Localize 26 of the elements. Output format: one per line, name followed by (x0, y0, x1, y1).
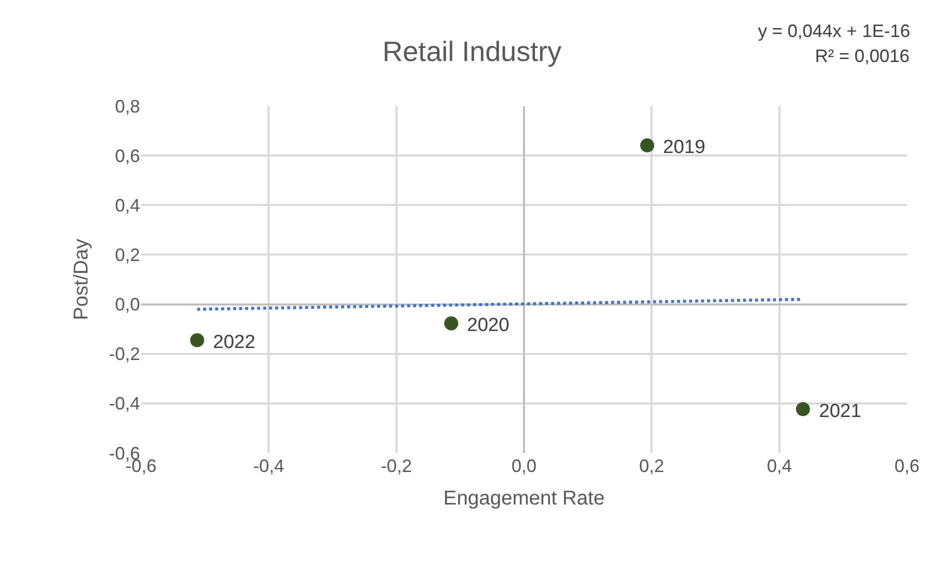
x-tick-label: 0,6 (894, 456, 920, 476)
point (796, 402, 810, 416)
point (190, 333, 204, 348)
y-tick-label: -0,2 (108, 344, 140, 364)
annotation: 2021 (819, 401, 862, 422)
y-tick-label: 0,4 (114, 195, 140, 216)
annotation: 2020 (467, 315, 510, 336)
annotation: 2019 (663, 137, 706, 158)
point (640, 138, 654, 152)
x-tick-label: 0,2 (639, 456, 664, 476)
y-axis-title: Post/Day (70, 238, 92, 320)
x-tick-label: -0,4 (253, 456, 284, 476)
x-tick-label: -0,2 (380, 456, 412, 476)
text: R² = 0,0016 (815, 46, 910, 66)
y-tick-label: 0,2 (114, 245, 140, 266)
y-tick-label: 0,6 (114, 146, 140, 166)
y-tick-label: -0,4 (108, 394, 140, 414)
x-axis-title: Engagement Rate (443, 488, 605, 510)
text: y = 0,044x + 1E-16 (758, 21, 910, 41)
x-tick-label: 0,4 (766, 456, 792, 476)
annotation: 2022 (213, 332, 256, 353)
y-tick-label: 0,8 (114, 96, 140, 116)
y-tick-label: 0,0 (114, 294, 140, 315)
point (444, 316, 458, 330)
x-tick-label: 0,0 (511, 456, 537, 476)
chart-title: Retail Industry (382, 36, 562, 67)
